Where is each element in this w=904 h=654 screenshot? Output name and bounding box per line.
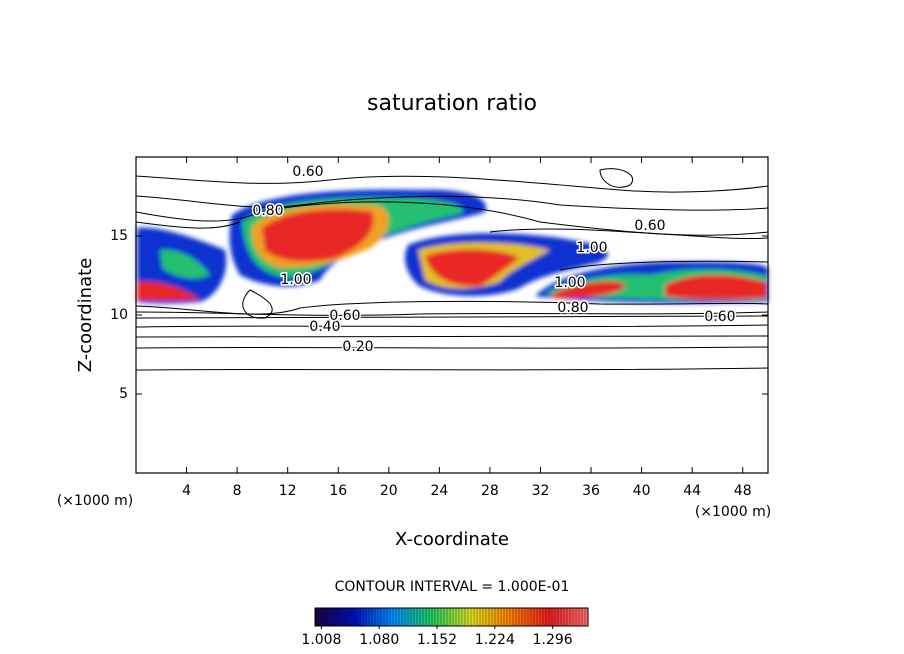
x-tick-label: 44 xyxy=(683,483,701,499)
contour-label: 0.80 xyxy=(557,300,588,316)
contour-label: 1.00 xyxy=(576,240,607,256)
colorbar-tick-label: 1.008 xyxy=(301,632,341,648)
contour-label: 0.60 xyxy=(329,308,360,324)
contour-label: 0.60 xyxy=(634,218,665,234)
colorbar-tick-label: 1.224 xyxy=(475,632,515,648)
y-tick-label: 15 xyxy=(110,228,128,244)
contour-label: 1.00 xyxy=(280,272,311,288)
x-axis-label: X-coordinate xyxy=(395,529,509,550)
contour-label: 0.60 xyxy=(292,164,323,180)
colorbar-tick-label: 1.296 xyxy=(533,632,573,648)
colorbar xyxy=(314,607,589,627)
y-tick-label: 5 xyxy=(119,386,128,402)
x-tick-label: 12 xyxy=(279,483,297,499)
contour-label: 0.80 xyxy=(252,203,283,219)
x-tick-label: 36 xyxy=(582,483,600,499)
cloud-field xyxy=(137,189,768,304)
y-axis-label: Z-coordinate xyxy=(75,258,96,373)
contour-label: 0.60 xyxy=(704,309,735,325)
colorbar-tick-label: 1.152 xyxy=(417,632,457,648)
contour-interval: CONTOUR INTERVAL = 1.000E-01 xyxy=(335,579,570,595)
contour-label: 1.00 xyxy=(554,275,585,291)
y-tick-label: 10 xyxy=(110,307,128,323)
x-tick-label: 8 xyxy=(233,483,242,499)
y-unit: (×1000 m) xyxy=(57,493,133,509)
x-tick-label: 4 xyxy=(182,483,191,499)
x-tick-label: 24 xyxy=(430,483,448,499)
contour-lines xyxy=(135,168,769,371)
x-tick-label: 16 xyxy=(329,483,347,499)
contour-label: 0.40 xyxy=(309,319,340,335)
x-tick-label: 28 xyxy=(481,483,499,499)
colorbar-tick-label: 1.080 xyxy=(359,632,399,648)
x-tick-label: 20 xyxy=(380,483,398,499)
x-tick-label: 40 xyxy=(633,483,651,499)
chart-title: saturation ratio xyxy=(367,91,537,116)
x-unit: (×1000 m) xyxy=(695,504,771,520)
contour-label: 0.20 xyxy=(342,339,373,355)
x-tick-label: 32 xyxy=(532,483,550,499)
x-tick-label: 48 xyxy=(734,483,752,499)
